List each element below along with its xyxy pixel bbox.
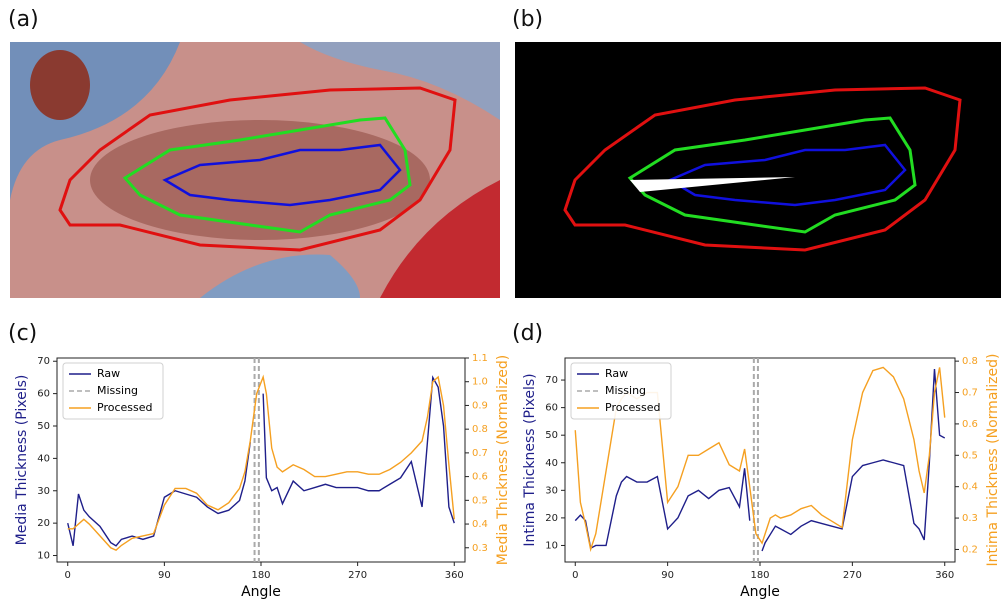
y-tick-label: 60 [545,403,558,414]
segmentation-mask [515,42,1001,298]
y-tick-label: 70 [545,375,558,386]
panel-label: (d) [512,321,543,346]
legend-label: Missing [97,384,138,397]
y-tick-label: 30 [545,485,558,496]
x-tick-label: 0 [65,570,71,581]
y-tick-label: 70 [37,356,50,367]
y-tick-label: 30 [37,486,50,497]
y2-tick-label: 0.8 [472,424,488,435]
x-tick-label: 270 [348,570,367,581]
y2-tick-label: 0.4 [962,482,978,493]
legend-label: Missing [605,384,646,397]
y2-tick-label: 0.5 [472,495,488,506]
chart: (c) 0 90 180 270 360 10 20 30 40 50 60 70 0.3 0.4 0.5 0.… [8,321,511,599]
y2-tick-label: 0.8 [962,356,978,367]
y-tick-label: 40 [37,453,50,464]
legend-label: Processed [97,401,152,414]
y-tick-label: 10 [545,540,558,551]
x-tick-label: 180 [750,570,769,581]
y2-tick-label: 0.6 [472,472,488,483]
y2-tick-label: 0.2 [962,544,978,555]
y-axis-label: Media Thickness (Pixels) [14,375,30,546]
x-axis-label: Angle [740,584,780,599]
data-line [262,375,455,524]
y2-axis-label: Media Thickness (Normalized) [495,355,511,565]
histology-image [10,42,500,298]
x-axis-label: Angle [241,584,281,599]
legend-label: Raw [97,367,120,380]
panel-label: (c) [8,321,37,346]
data-line [574,468,751,550]
y-tick-label: 60 [37,389,50,400]
x-tick-label: 360 [935,570,954,581]
x-tick-label: 180 [251,570,270,581]
y2-tick-label: 0.7 [472,448,488,459]
legend-label: Processed [605,401,660,414]
y2-tick-label: 1.0 [472,377,488,388]
y2-tick-label: 0.9 [472,400,488,411]
y-tick-label: 20 [37,518,50,529]
data-line [67,374,455,551]
y2-tick-label: 0.4 [472,519,488,530]
y2-tick-label: 0.3 [472,543,488,554]
data-line [67,442,251,547]
legend-box [62,362,164,420]
y-tick-label: 50 [545,430,558,441]
y2-tick-label: 0.3 [962,513,978,524]
x-tick-label: 360 [445,570,464,581]
chart: (d) 0 90 180 270 360 10 20 30 40 50 60 70 0.2 0.3 0.4 0.… [512,321,1001,599]
x-tick-label: 90 [661,570,674,581]
panel-label: (b) [512,7,543,32]
y2-tick-label: 0.5 [962,450,978,461]
data-line [761,368,946,552]
panel-label: (a) [8,7,39,32]
y-tick-label: 10 [37,551,50,562]
y-tick-label: 40 [545,458,558,469]
y-axis-label: Intima Thickness (Pixels) [522,373,538,546]
y2-tick-label: 1.1 [472,353,488,364]
y2-axis-label: Intima Thickness (Normalized) [985,353,1001,566]
legend-label: Raw [605,367,628,380]
legend-box [570,362,672,420]
y2-tick-label: 0.7 [962,388,978,399]
y-tick-label: 20 [545,513,558,524]
x-tick-label: 0 [572,570,578,581]
y2-tick-label: 0.6 [962,419,978,430]
x-tick-label: 90 [158,570,171,581]
x-tick-label: 270 [843,570,862,581]
y-tick-label: 50 [37,421,50,432]
